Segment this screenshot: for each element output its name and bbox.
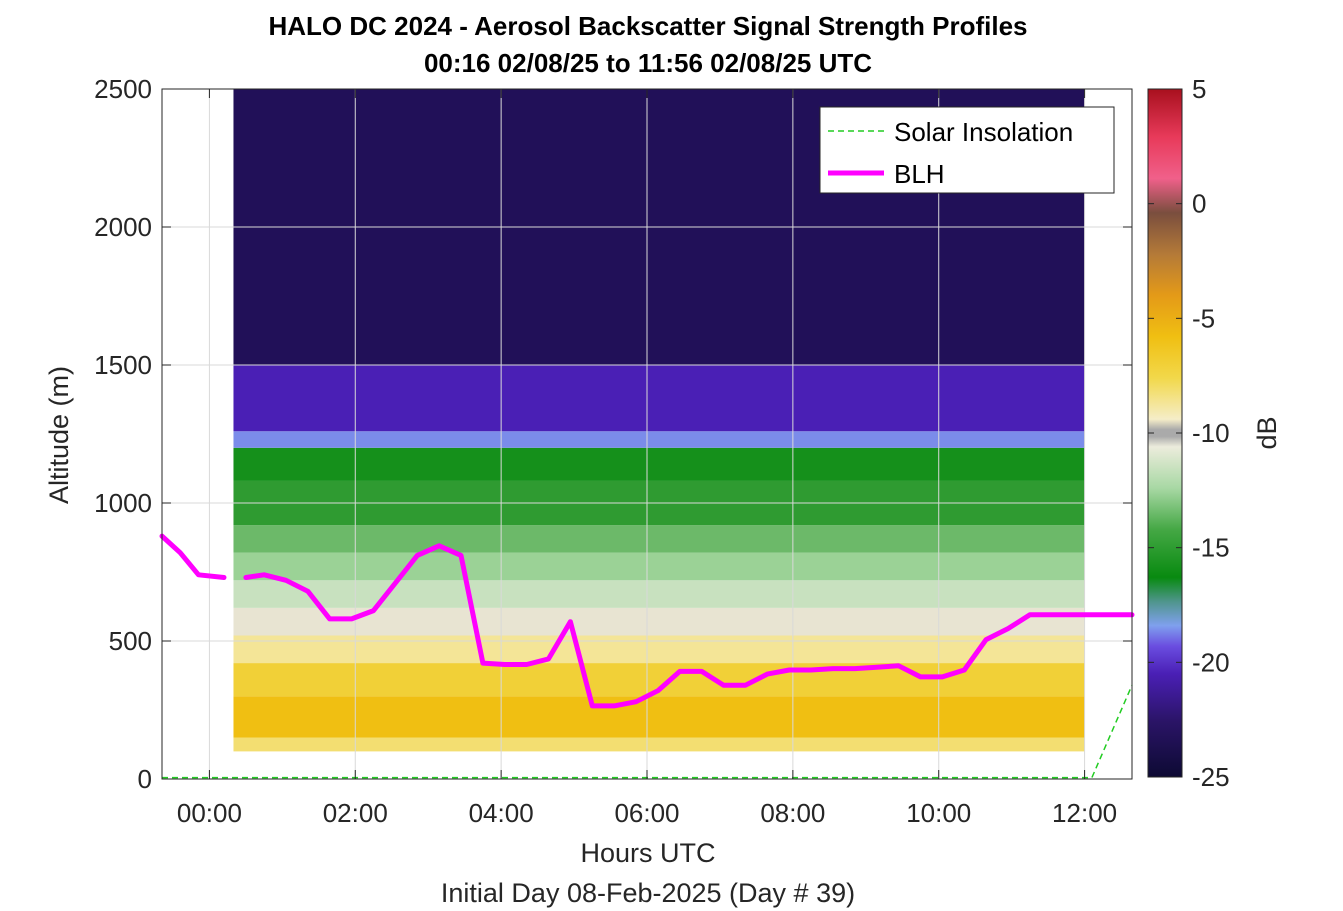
- colorbar-tick-label: -20: [1192, 647, 1230, 677]
- y-tick-label: 1500: [94, 350, 152, 380]
- blh-line: [159, 533, 227, 580]
- heatmap-band: [233, 431, 1085, 448]
- x-axis-label: Hours UTC: [580, 838, 715, 868]
- colorbar-tick-label: -10: [1192, 418, 1230, 448]
- y-axis-label: Altitude (m): [44, 366, 74, 504]
- x-tick-label: 02:00: [323, 798, 388, 828]
- x-tick-label: 12:00: [1052, 798, 1117, 828]
- x-tick-label: 00:00: [177, 798, 242, 828]
- colorbar-tick-label: -15: [1192, 533, 1230, 563]
- legend-box: [819, 106, 1115, 194]
- colorbar-tick-label: 5: [1192, 74, 1206, 104]
- y-axis: 0 500 1000 1500 2000 2500: [94, 74, 1132, 794]
- y-tick-label: 2500: [94, 74, 152, 104]
- x-axis: 00:00 02:00 04:00 06:00 08:00 10:00 12:00: [177, 89, 1117, 828]
- x-tick-label: 10:00: [906, 798, 971, 828]
- series-lines: [159, 533, 1135, 779]
- heatmap-band: [233, 525, 1085, 553]
- blh-line: [243, 543, 1135, 709]
- colorbar-tick-label: -5: [1192, 303, 1215, 333]
- x-tick-label: 06:00: [614, 798, 679, 828]
- colorbar-label: dB: [1252, 416, 1282, 449]
- legend: Solar Insolation BLH: [819, 106, 1115, 194]
- colorbar: 5 0 -5 -10 -15 -20 -25 dB: [1147, 74, 1282, 792]
- x-tick-label: 04:00: [469, 798, 534, 828]
- heatmap-band: [233, 696, 1085, 738]
- heatmap-band: [233, 447, 1085, 481]
- heatmap-band: [233, 737, 1085, 752]
- legend-solar-label: Solar Insolation: [894, 117, 1073, 147]
- chart-title: HALO DC 2024 - Aerosol Backscatter Signa…: [268, 11, 1027, 41]
- y-tick-label: 1000: [94, 488, 152, 518]
- chart-subtitle: 00:16 02/08/25 to 11:56 02/08/25 UTC: [424, 48, 872, 78]
- y-tick-label: 500: [109, 626, 152, 656]
- heatmap-band: [233, 635, 1085, 664]
- heatmap-band: [233, 580, 1085, 608]
- x-tick-label: 08:00: [760, 798, 825, 828]
- colorbar-tick-label: -25: [1192, 762, 1230, 792]
- footer-label: Initial Day 08-Feb-2025 (Day # 39): [441, 878, 855, 908]
- heatmap-band: [233, 607, 1085, 636]
- y-tick-label: 0: [138, 764, 152, 794]
- legend-blh-label: BLH: [894, 159, 945, 189]
- heatmap-band: [233, 365, 1085, 432]
- y-tick-label: 2000: [94, 212, 152, 242]
- colorbar-ticks: 5 0 -5 -10 -15 -20 -25: [1148, 74, 1230, 792]
- heatmap-band: [233, 552, 1085, 581]
- colorbar-tick-label: 0: [1192, 189, 1206, 219]
- plot-area: [159, 88, 1135, 780]
